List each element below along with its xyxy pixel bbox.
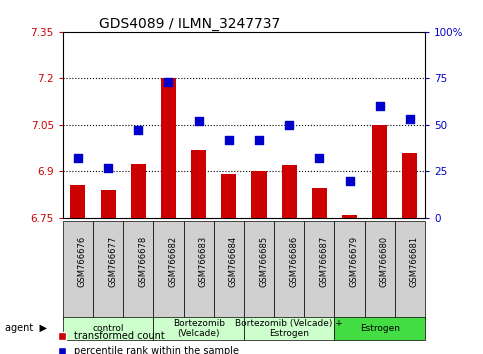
Point xyxy=(165,79,172,85)
Point xyxy=(285,122,293,128)
Bar xyxy=(312,188,327,218)
Bar xyxy=(161,78,176,218)
Text: Bortezomib (Velcade) +
Estrogen: Bortezomib (Velcade) + Estrogen xyxy=(235,319,343,338)
Point xyxy=(255,137,263,143)
Bar xyxy=(304,221,334,319)
Bar xyxy=(123,221,154,319)
Text: agent  ▶: agent ▶ xyxy=(5,323,47,333)
Bar xyxy=(365,221,395,319)
Text: GSM766679: GSM766679 xyxy=(350,236,358,287)
Text: GSM766684: GSM766684 xyxy=(229,236,238,287)
Bar xyxy=(93,221,123,319)
Bar xyxy=(184,221,213,319)
Text: control: control xyxy=(92,324,124,333)
Bar xyxy=(402,153,417,218)
Bar xyxy=(342,215,357,218)
Point xyxy=(104,165,112,170)
Point xyxy=(315,155,323,161)
Bar xyxy=(334,317,425,340)
Bar xyxy=(63,317,154,340)
Text: GSM766677: GSM766677 xyxy=(108,236,117,287)
Bar xyxy=(71,185,85,218)
Bar xyxy=(395,221,425,319)
Bar xyxy=(244,221,274,319)
Point xyxy=(376,103,384,109)
Point xyxy=(134,127,142,133)
Bar xyxy=(100,190,115,218)
Point xyxy=(195,118,202,124)
Legend: transformed count, percentile rank within the sample: transformed count, percentile rank withi… xyxy=(58,331,239,354)
Text: GSM766682: GSM766682 xyxy=(169,236,177,287)
Point xyxy=(74,155,82,161)
Bar xyxy=(221,175,236,218)
Text: GSM766678: GSM766678 xyxy=(138,236,147,287)
Bar xyxy=(131,164,146,218)
Bar xyxy=(274,221,304,319)
Bar xyxy=(63,221,93,319)
Point xyxy=(225,137,233,143)
Text: GSM766686: GSM766686 xyxy=(289,236,298,287)
Bar xyxy=(213,221,244,319)
Point xyxy=(406,116,414,122)
Bar xyxy=(372,125,387,218)
Text: Estrogen: Estrogen xyxy=(360,324,400,333)
Text: Bortezomib
(Velcade): Bortezomib (Velcade) xyxy=(172,319,225,338)
Text: GSM766680: GSM766680 xyxy=(380,236,389,287)
Text: GSM766683: GSM766683 xyxy=(199,236,208,287)
Text: GSM766685: GSM766685 xyxy=(259,236,268,287)
Text: GSM766681: GSM766681 xyxy=(410,236,419,287)
Bar xyxy=(154,221,184,319)
Point xyxy=(346,178,354,183)
Bar xyxy=(334,221,365,319)
Bar xyxy=(191,150,206,218)
Bar xyxy=(252,171,267,218)
Bar xyxy=(244,317,334,340)
Text: GSM766687: GSM766687 xyxy=(319,236,328,287)
Text: GSM766676: GSM766676 xyxy=(78,236,87,287)
Bar xyxy=(154,317,244,340)
Bar xyxy=(282,165,297,218)
Text: GDS4089 / ILMN_3247737: GDS4089 / ILMN_3247737 xyxy=(99,17,280,31)
